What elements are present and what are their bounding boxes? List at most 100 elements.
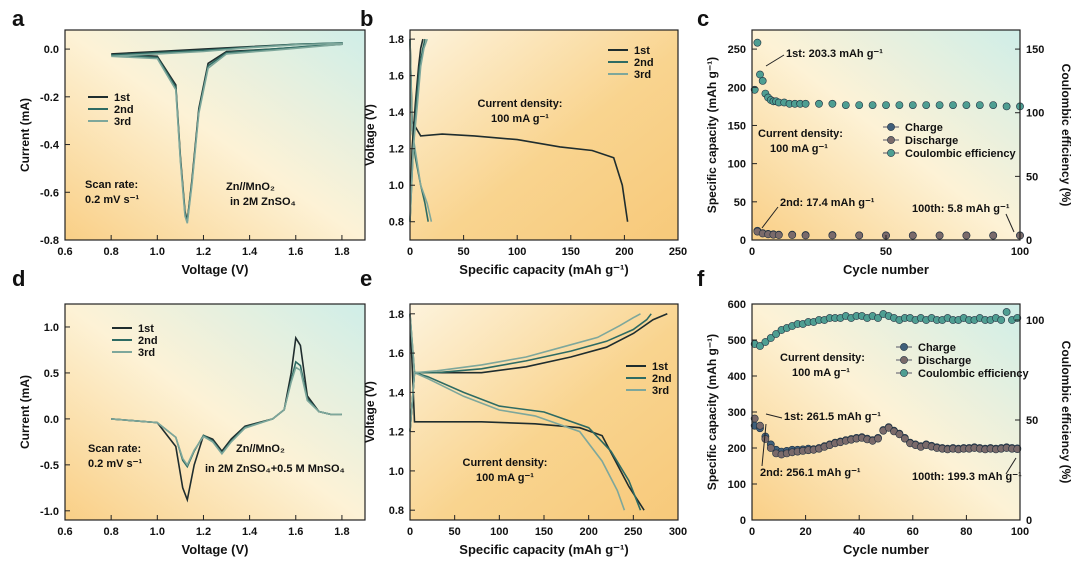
annotation-c-2: 100 mA g⁻¹ bbox=[770, 143, 828, 155]
annotation-b-1: 100 mA g⁻¹ bbox=[491, 113, 549, 125]
legend-label-c-0: Charge bbox=[905, 122, 943, 134]
x-tick-label-c-1: 50 bbox=[880, 246, 892, 258]
legend-marker-f-1 bbox=[900, 356, 908, 364]
data-point-f-2-23 bbox=[874, 434, 882, 443]
annotation-e-1: 100 mA g⁻¹ bbox=[476, 472, 534, 484]
y-tick-label-e-2: 1.2 bbox=[389, 427, 404, 439]
data-point-c-0-1 bbox=[753, 38, 762, 47]
x-tick-label-e-1: 50 bbox=[449, 526, 461, 538]
data-point-c-0-23 bbox=[922, 101, 931, 109]
annotation-a-3: in 2M ZnSO₄ bbox=[230, 196, 296, 208]
legend-label-a-2: 3rd bbox=[114, 116, 131, 128]
x-tick-label-a-4: 1.4 bbox=[242, 246, 258, 258]
x-tick-label-a-3: 1.2 bbox=[196, 246, 211, 258]
data-point-c-0-21 bbox=[895, 101, 904, 109]
series-line-a-2 bbox=[111, 42, 343, 224]
data-point-c-0-19 bbox=[868, 101, 877, 109]
y-tick-label-e-5: 1.8 bbox=[389, 309, 404, 321]
y-tick-label-a-3: -0.2 bbox=[40, 92, 59, 104]
data-point-c-0-20 bbox=[882, 101, 890, 109]
legend-label-b-2: 3rd bbox=[634, 69, 651, 81]
y-tick-label-d-3: 0.5 bbox=[44, 368, 59, 380]
y-tick-label-f-2: 200 bbox=[728, 443, 746, 455]
legend-label-a-1: 2nd bbox=[114, 104, 134, 116]
legend-label-d-1: 2nd bbox=[138, 335, 158, 347]
data-point-f-0-3 bbox=[766, 334, 775, 342]
x-tick-label-a-1: 0.8 bbox=[104, 246, 119, 258]
x-tick-label-a-2: 1.0 bbox=[150, 246, 165, 258]
y-tick-label-f-6: 600 bbox=[728, 299, 746, 311]
legend-label-f-1: Discharge bbox=[918, 355, 971, 367]
annotation-c-0: 1st: 203.3 mAh g⁻¹ bbox=[786, 48, 883, 60]
y-axis-label-b: Voltage (V) bbox=[363, 104, 377, 166]
data-point-c-2-12 bbox=[962, 231, 971, 240]
x-tick-label-d-3: 1.2 bbox=[196, 526, 211, 538]
y-tick-label-a-2: -0.4 bbox=[40, 140, 60, 152]
data-point-f-0-1 bbox=[756, 342, 764, 350]
annotation-arrow-f-2 bbox=[765, 413, 783, 419]
x-tick-label-c-2: 100 bbox=[1011, 246, 1029, 258]
x-tick-label-f-4: 80 bbox=[960, 526, 972, 538]
y-tick-label-e-1: 1.0 bbox=[389, 466, 404, 478]
data-point-f-2-3 bbox=[766, 444, 775, 452]
data-point-c-0-15 bbox=[815, 99, 823, 108]
x-tick-label-f-5: 100 bbox=[1011, 526, 1029, 538]
x-tick-label-d-2: 1.0 bbox=[150, 526, 165, 538]
y-tick-label-d-2: 0.0 bbox=[44, 414, 59, 426]
x-tick-label-b-4: 200 bbox=[615, 246, 633, 258]
annotation-f-4: 100th: 199.3 mAh g⁻¹ bbox=[912, 471, 1022, 483]
x-tick-label-b-5: 250 bbox=[669, 246, 687, 258]
series-line-b-2 bbox=[409, 39, 433, 222]
data-point-c-0-3 bbox=[758, 77, 767, 85]
data-point-c-0-24 bbox=[935, 101, 944, 109]
annotation-a-2: Zn//MnO₂ bbox=[226, 181, 275, 193]
data-point-f-0-23 bbox=[874, 314, 882, 322]
x-tick-label-b-3: 150 bbox=[562, 246, 580, 258]
annotation-d-1: 0.2 mV s⁻¹ bbox=[88, 458, 142, 470]
y-tick-label-a-4: 0.0 bbox=[44, 44, 59, 56]
panel-label-b: b bbox=[360, 6, 374, 31]
data-point-c-0-29 bbox=[1002, 102, 1011, 111]
x-tick-label-e-6: 300 bbox=[669, 526, 687, 538]
legend-marker-c-2 bbox=[887, 149, 895, 157]
data-point-c-2-5 bbox=[788, 231, 797, 239]
legend-label-d-0: 1st bbox=[138, 323, 154, 335]
y2-tick-label-f-0: 0 bbox=[1026, 515, 1032, 527]
legend-marker-f-2 bbox=[900, 369, 908, 377]
x-tick-label-f-1: 20 bbox=[799, 526, 811, 538]
y-tick-label-b-1: 1.0 bbox=[389, 180, 404, 192]
y-tick-label-c-5: 250 bbox=[728, 44, 746, 56]
y-tick-label-f-1: 100 bbox=[728, 479, 746, 491]
x-tick-label-e-5: 250 bbox=[624, 526, 642, 538]
y-tick-label-e-4: 1.6 bbox=[389, 348, 404, 360]
y-tick-label-d-4: 1.0 bbox=[44, 322, 59, 334]
data-point-f-0-47 bbox=[1002, 308, 1011, 316]
data-point-c-2-11 bbox=[935, 231, 944, 240]
y-tick-label-f-3: 300 bbox=[728, 407, 746, 419]
annotation-arrow-f-3 bbox=[761, 423, 767, 467]
annotation-f-3: 2nd: 256.1 mAh g⁻¹ bbox=[760, 467, 861, 479]
x-tick-label-e-3: 150 bbox=[535, 526, 553, 538]
annotation-a-1: 0.2 mV s⁻¹ bbox=[85, 194, 139, 206]
y-tick-label-a-1: -0.6 bbox=[40, 187, 59, 199]
plot-area-a bbox=[65, 30, 365, 240]
data-point-c-0-25 bbox=[949, 101, 957, 109]
annotation-c-1: Current density: bbox=[758, 128, 843, 140]
x-tick-label-d-0: 0.6 bbox=[57, 526, 72, 538]
y-tick-label-f-0: 0 bbox=[740, 515, 746, 527]
y-tick-label-d-1: -0.5 bbox=[40, 460, 59, 472]
legend-label-d-2: 3rd bbox=[138, 347, 155, 359]
annotation-c-4: 100th: 5.8 mAh g⁻¹ bbox=[912, 203, 1010, 215]
annotation-arrow-c-0 bbox=[765, 54, 785, 67]
x-tick-label-a-6: 1.8 bbox=[334, 246, 349, 258]
legend-label-a-0: 1st bbox=[114, 92, 130, 104]
legend-label-e-2: 3rd bbox=[652, 385, 669, 397]
data-point-c-0-28 bbox=[989, 101, 998, 109]
y-tick-label-c-4: 200 bbox=[728, 82, 746, 94]
y-axis-label-e: Voltage (V) bbox=[363, 381, 377, 443]
series-line-d-0 bbox=[111, 335, 342, 503]
data-point-f-0-46 bbox=[997, 316, 1006, 324]
x-tick-label-a-0: 0.6 bbox=[57, 246, 72, 258]
data-point-c-0-16 bbox=[828, 99, 837, 108]
panel-label-f: f bbox=[697, 266, 705, 291]
